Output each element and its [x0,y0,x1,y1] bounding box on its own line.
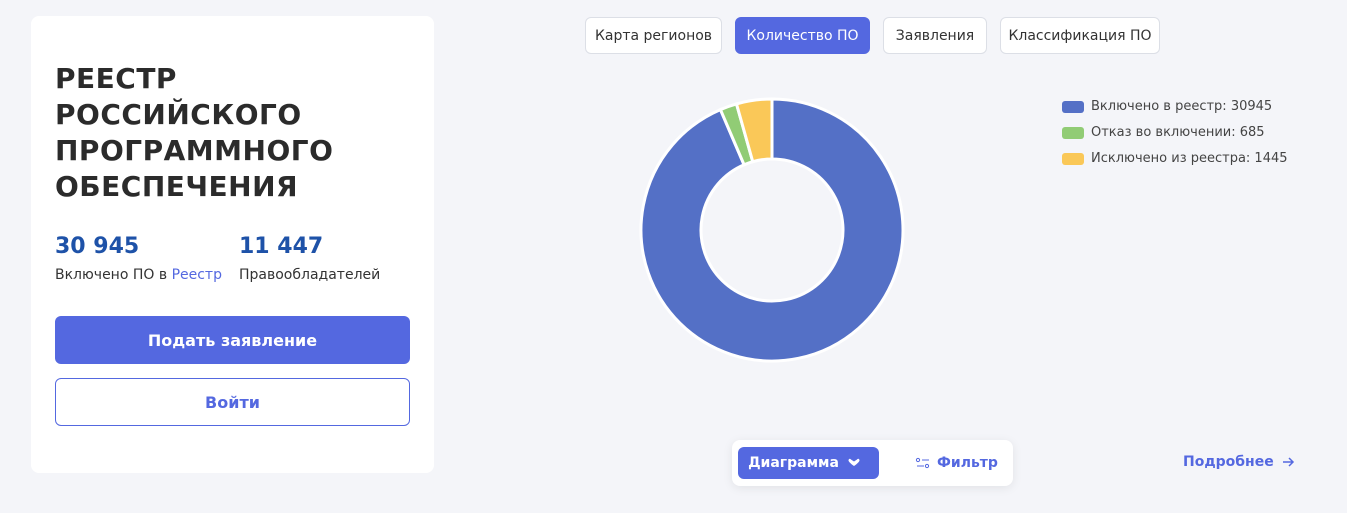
more-link[interactable]: Подробнее [1183,454,1300,470]
legend-swatch [1062,152,1084,165]
donut-segment[interactable] [639,97,905,363]
tab[interactable]: Классификация ПО [1000,17,1160,54]
legend-item[interactable]: Отказ во включении: 685 [1062,125,1265,140]
title-line: РОССИЙСКОГО [55,98,302,131]
view-button[interactable]: Диаграмма [738,447,879,479]
legend-label: Включено в реестр: 30945 [1091,99,1273,114]
tab[interactable]: Количество ПО [735,17,870,54]
legend-item[interactable]: Исключено из реестра: 1445 [1062,151,1288,166]
registry-link[interactable]: Реестр [171,267,222,283]
title-line: ОБЕСПЕЧЕНИЯ [55,170,299,203]
stat-value: 30 945 [55,234,140,259]
legend-swatch [1062,100,1084,113]
legend-swatch [1062,126,1084,139]
donut-chart [639,97,905,363]
caret-icon [848,458,860,466]
more-text: Подробнее [1183,454,1274,470]
tab[interactable]: Заявления [883,17,987,54]
filter-icon [915,457,930,469]
apply-button[interactable]: Подать заявление [55,316,410,364]
login-button[interactable]: Войти [55,378,410,426]
title-line: РЕЕСТР [55,62,177,95]
tab[interactable]: Карта регионов [585,17,722,54]
legend-item[interactable]: Включено в реестр: 30945 [1062,99,1272,114]
legend-label: Отказ во включении: 685 [1091,125,1265,140]
legend-label: Исключено из реестра: 1445 [1091,151,1288,166]
stat-label: Правообладателей [239,267,381,283]
stat-value: 11 447 [239,234,324,259]
title-line: ПРОГРАММНОГО [55,134,334,167]
arrow-icon [1282,457,1294,467]
donut-segment[interactable] [734,97,774,164]
filter-text: Фильтр [937,455,998,471]
stat-label: Включено ПО в Реестр [55,267,222,283]
filter-button[interactable]: Фильтр [915,455,998,471]
stat-text: Включено ПО в [55,267,168,283]
view-button-text: Диаграмма [748,455,839,471]
